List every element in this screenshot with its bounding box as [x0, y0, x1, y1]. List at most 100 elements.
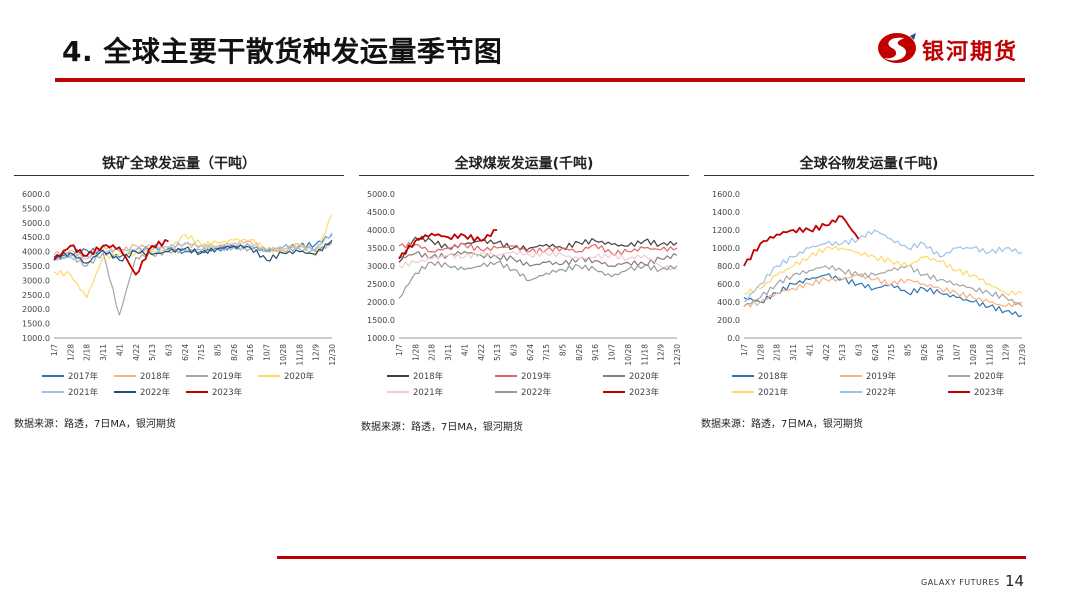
page-title: 4. 全球主要干散货种发运量季节图 [62, 35, 503, 68]
legend-label: 2023年 [974, 387, 1005, 398]
series-line-2022 [53, 239, 333, 264]
x-tick-label: 6/24 [871, 344, 880, 361]
legend-label: 2019年 [521, 371, 552, 382]
series-line-2018 [53, 240, 333, 260]
legend-label: 2020年 [974, 371, 1005, 382]
series-line-2019 [398, 242, 678, 256]
y-tick-label: 4000.0 [367, 226, 395, 235]
x-tick-label: 5/13 [493, 344, 502, 361]
chart-title-iron: 铁矿全球发运量（干吨） [102, 156, 256, 172]
series-line-2023 [53, 239, 169, 276]
x-tick-label: 12/30 [328, 344, 337, 366]
grain-shipments-chart: 1600.0 1400.0 1200.0 1000.0 800.0 600.0 400.0 2… [712, 190, 1027, 398]
y-tick-label: 5000.0 [22, 219, 50, 228]
x-tick-label: 1/7 [740, 344, 749, 356]
legend-label: 2018年 [758, 371, 789, 382]
series-line-2023 [398, 229, 498, 260]
y-tick-label: 3500.0 [22, 262, 50, 271]
x-tick-label: 9/16 [591, 344, 600, 361]
x-tick-label: 9/16 [936, 344, 945, 361]
x-tick-label: 12/9 [312, 344, 321, 361]
series-line-2022 [398, 260, 678, 299]
coal-shipments-chart: 5000.0 4500.0 4000.0 3500.0 3000.0 2500.0 2000… [367, 190, 682, 398]
x-tick-label: 7/15 [887, 344, 896, 361]
legend-label: 2021年 [758, 387, 789, 398]
y-tick-label: 3500.0 [367, 244, 395, 253]
footer-divider [277, 556, 1026, 559]
legend-label: 2022年 [866, 387, 897, 398]
y-tick-label: 600.0 [717, 280, 740, 289]
series-line-2020 [398, 250, 678, 268]
x-tick-label: 8/5 [904, 344, 913, 356]
legend-label: 2018年 [140, 371, 171, 382]
x-tick-label: 12/30 [1018, 344, 1027, 366]
y-tick-label: 2000.0 [22, 305, 50, 314]
chart-divider-grain [704, 175, 1034, 176]
chart-title-grain: 全球谷物发运量(千吨) [799, 156, 939, 172]
y-tick-label: 1500.0 [22, 320, 50, 329]
x-tick-label: 11/18 [295, 344, 304, 366]
x-tick-label: 12/9 [657, 344, 666, 361]
x-tick-label: 4/22 [822, 344, 831, 361]
x-tick-label: 8/26 [230, 344, 239, 361]
x-tick-label: 1/7 [50, 344, 59, 356]
x-tick-label: 6/3 [509, 344, 518, 356]
chart-title-coal: 全球煤炭发运量(千吨) [454, 156, 594, 172]
y-tick-label: 1400.0 [712, 208, 740, 217]
x-tick-label: 1/28 [756, 344, 765, 361]
y-tick-label: 4000.0 [22, 248, 50, 257]
x-tick-label: 9/16 [246, 344, 255, 361]
x-tick-label: 8/5 [559, 344, 568, 356]
x-tick-label: 2/18 [83, 344, 92, 361]
footer-brand: GALAXY FUTURES [921, 578, 1000, 587]
x-tick-label: 1/7 [395, 344, 404, 356]
y-tick-label: 3000.0 [367, 262, 395, 271]
brand-logo: 银河期货 [876, 30, 1036, 66]
y-tick-label: 2500.0 [22, 291, 50, 300]
x-tick-label: 8/26 [920, 344, 929, 361]
x-tick-label: 8/5 [214, 344, 223, 356]
legend-label: 2018年 [413, 371, 444, 382]
x-tick-label: 2/18 [773, 344, 782, 361]
legend-label: 2021年 [68, 387, 99, 398]
y-tick-label: 6000.0 [22, 190, 50, 199]
page-number: 14 [1005, 572, 1025, 590]
series-line-2020 [743, 264, 1023, 307]
chart-divider-iron [14, 175, 344, 176]
x-tick-label: 12/30 [673, 344, 682, 366]
x-tick-label: 4/22 [132, 344, 141, 361]
series-line-2019 [53, 242, 333, 316]
x-tick-label: 4/1 [115, 344, 124, 356]
source-note-iron: 数据来源：路透，7日MA，银河期货 [14, 419, 176, 430]
legend-label: 2020年 [629, 371, 660, 382]
legend-label: 2021年 [413, 387, 444, 398]
series-line-2018 [398, 235, 678, 263]
legend-label: 2020年 [284, 371, 315, 382]
y-tick-label: 2500.0 [367, 280, 395, 289]
x-tick-label: 1/28 [66, 344, 75, 361]
x-tick-label: 6/3 [164, 344, 173, 356]
series-line-2018 [743, 273, 1023, 318]
x-tick-label: 5/13 [148, 344, 157, 361]
x-tick-label: 7/15 [542, 344, 551, 361]
iron-ore-shipments-chart: 6000.0 5500.0 5000.0 4500.0 4000.0 3500.0 3000… [22, 190, 337, 398]
y-tick-label: 1000.0 [712, 244, 740, 253]
x-tick-label: 10/7 [608, 344, 617, 361]
x-tick-label: 10/7 [263, 344, 272, 361]
x-tick-label: 6/24 [181, 344, 190, 361]
y-tick-label: 1600.0 [712, 190, 740, 199]
galaxy-logo-icon [878, 33, 916, 63]
x-tick-label: 3/11 [99, 344, 108, 361]
chart-divider-coal [359, 175, 689, 176]
x-tick-label: 11/18 [985, 344, 994, 366]
legend-label: 2017年 [68, 371, 99, 382]
legend-label: 2022年 [521, 387, 552, 398]
series-line-2020 [53, 213, 333, 299]
y-tick-label: 4500.0 [22, 233, 50, 242]
x-tick-label: 5/13 [838, 344, 847, 361]
legend-label: 2023年 [212, 387, 243, 398]
y-tick-label: 4500.0 [367, 208, 395, 217]
y-tick-label: 1000.0 [367, 334, 395, 343]
y-tick-label: 0.0 [727, 334, 740, 343]
source-note-coal: 数据来源：路透，7日MA，银河期货 [361, 422, 523, 433]
